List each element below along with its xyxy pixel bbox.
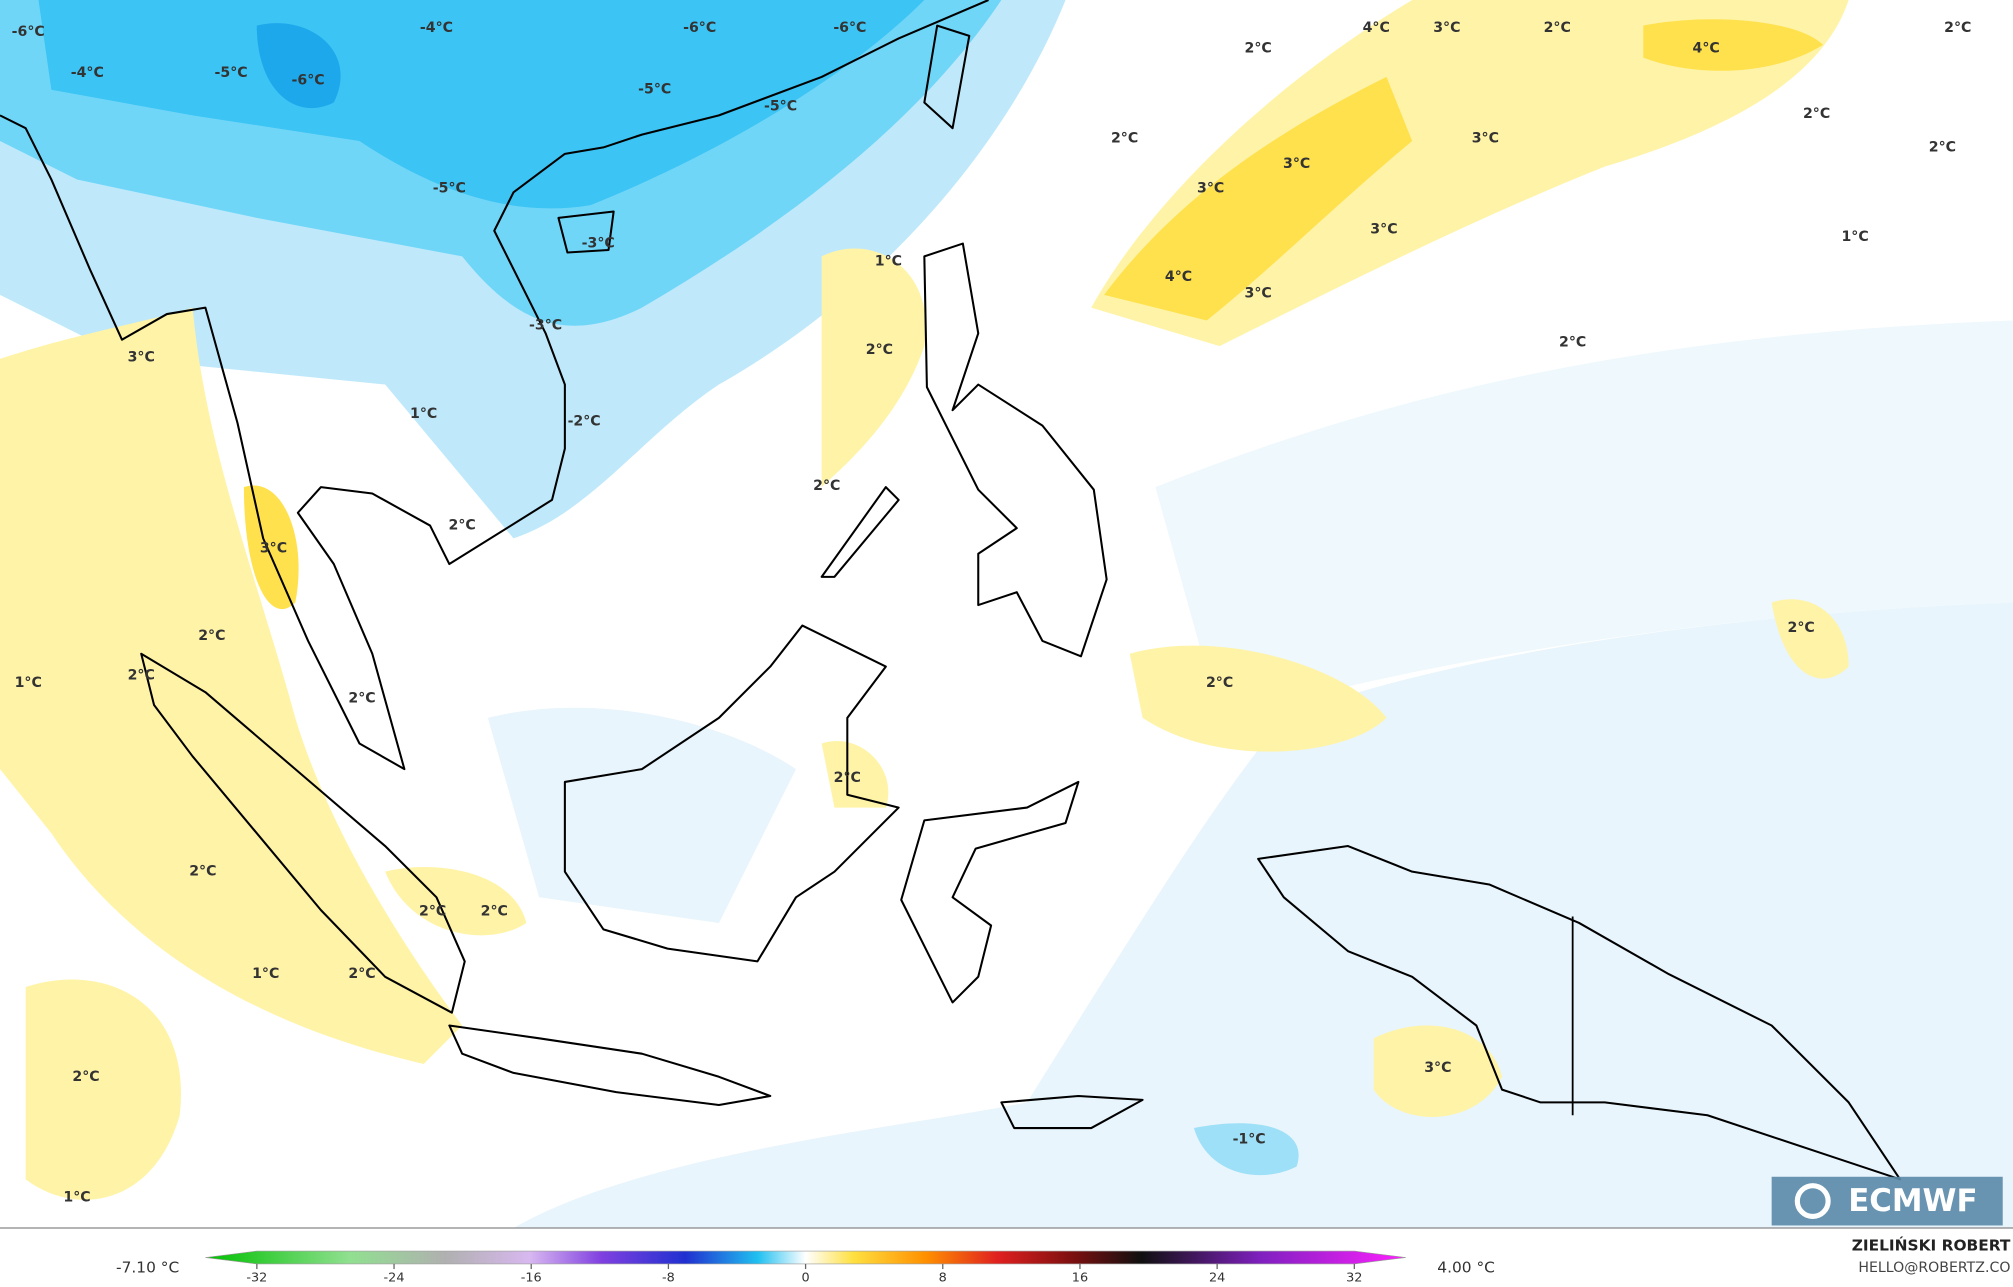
contour-label: 2°C [419,903,446,919]
contour-label: 2°C [1544,20,1571,36]
contour-label: 3°C [1283,156,1310,172]
contour-label: -6°C [683,20,716,36]
contour-label: -4°C [420,20,453,36]
coastlines [0,0,1902,1181]
contour-label: -1°C [1233,1132,1266,1148]
contour-label: -3°C [582,236,615,252]
contour-label: 1°C [63,1189,90,1205]
contour-label: 2°C [1929,139,1956,155]
tick-label: 32 [1346,1271,1362,1286]
tick-label: -8 [662,1271,675,1286]
contour-label: 4°C [1693,41,1720,57]
contour-label: 3°C [260,541,287,557]
tick-label: 16 [1072,1271,1088,1286]
contour-label: 2°C [481,903,508,919]
contour-label: 2°C [1206,675,1233,691]
contour-label: 1°C [1841,229,1868,245]
contour-label: -6°C [833,20,866,36]
contour-label: 3°C [1433,20,1460,36]
logo: ECMWF [1771,1176,2003,1226]
contour-label: -3°C [529,318,562,334]
contour-label: 3°C [1370,221,1397,237]
contour-label: 3°C [1424,1060,1451,1076]
contact: HELLO@ROBERTZ.CO [1858,1260,2010,1276]
max-label: 4.00 °C [1437,1258,1495,1276]
field [0,0,2013,1229]
contour-label: -5°C [215,65,248,81]
contour-label: 3°C [1244,286,1271,302]
contour-label: 2°C [198,628,225,644]
contour-label: 2°C [128,668,155,684]
contour-label: 2°C [1244,41,1271,57]
contour-label: 3°C [1472,130,1499,146]
tick-label: 0 [802,1271,810,1286]
author: ZIELIŃSKI ROBERT [1852,1235,2011,1254]
contour-label: 3°C [1197,180,1224,196]
contour-labels: -6°C -5°C -4°C -4°C -6°C -6°C -6°C -5°C -5°C -5°C… [12,20,1972,1205]
contour-label: 2°C [72,1069,99,1085]
contour-label: -5°C [638,82,671,98]
contour-label: 2°C [1111,130,1138,146]
contour-label: 1°C [875,254,902,270]
logo-text: ECMWF [1848,1183,1977,1219]
contour-label: 2°C [834,770,861,786]
legend-bar: -7.10 °C 4.00 °C -32 -24 -16 -8 0 8 16 24 32 ZIE… [0,1227,2013,1286]
tick-label: -32 [246,1271,267,1286]
contour-label: -6°C [12,24,45,40]
contour-label: 1°C [252,966,279,982]
contour-label: 2°C [449,518,476,534]
contour-label: 4°C [1165,269,1192,285]
tick-label: -16 [521,1271,542,1286]
contour-label: 2°C [1559,334,1586,350]
contour-label: -2°C [568,414,601,430]
contour-label: -4°C [71,65,104,81]
contour-label: 2°C [1788,620,1815,636]
contour-label: 4°C [1363,20,1390,36]
tick-label: 24 [1209,1271,1225,1286]
contour-label: 2°C [866,342,893,358]
contour-label: 3°C [128,350,155,366]
contour-label: 2°C [813,478,840,494]
contour-label: 2°C [189,864,216,880]
contour-label: 2°C [348,691,375,707]
contour-label: 2°C [348,966,375,982]
tick-label: 8 [939,1271,947,1286]
contour-label: 2°C [1803,106,1830,122]
contour-label: 1°C [15,675,42,691]
contour-label: 2°C [1944,20,1971,36]
contour-label: -5°C [433,180,466,196]
colorbar-ticks: -32 -24 -16 -8 0 8 16 24 32 [246,1263,1362,1286]
tick-label: -24 [384,1271,405,1286]
contour-label: 1°C [410,406,437,422]
min-label: -7.10 °C [116,1258,179,1276]
contour-label: -6°C [292,73,325,89]
contour-label: -5°C [764,98,797,114]
